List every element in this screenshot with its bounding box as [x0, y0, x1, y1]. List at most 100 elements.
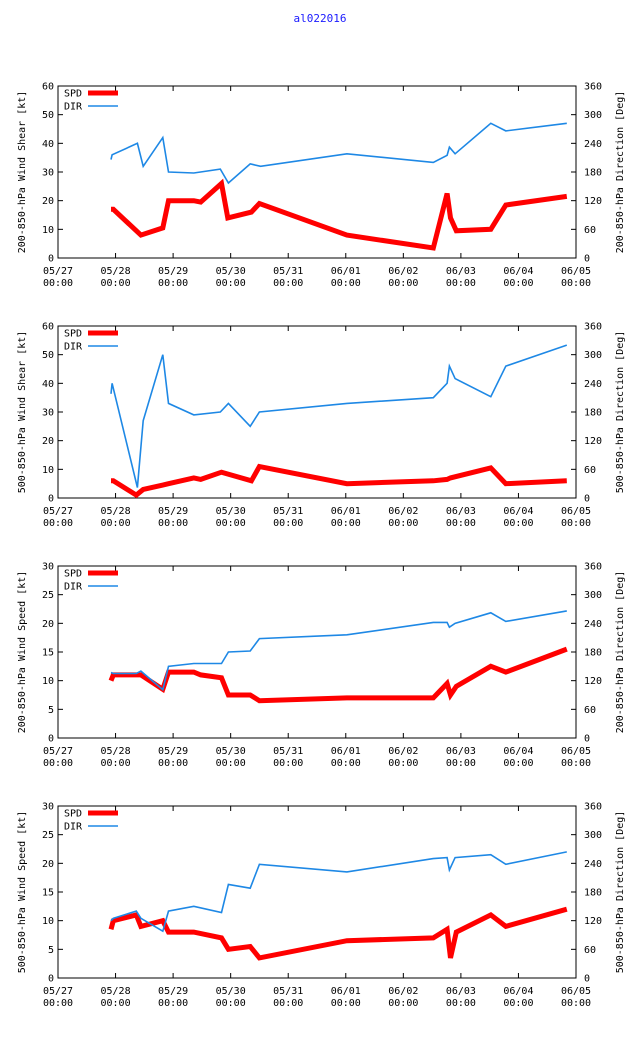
x-tick-label-date: 06/03 — [446, 986, 476, 997]
y2-tick-label: 60 — [584, 225, 596, 236]
y2-axis-label: 500-850-hPa Direction [Deg] — [615, 811, 626, 974]
x-tick-label-date: 05/31 — [273, 266, 303, 277]
x-tick-label-date: 06/05 — [561, 266, 591, 277]
x-tick-label-time: 00:00 — [43, 998, 73, 1009]
y-tick-label: 5 — [48, 945, 54, 956]
chart-svg: 05101520253006012018024030036005/2700:00… — [17, 802, 626, 1010]
x-tick-label-time: 00:00 — [273, 998, 303, 1009]
x-tick-label-time: 00:00 — [388, 518, 418, 529]
x-tick-label-time: 00:00 — [561, 758, 591, 769]
y-tick-label: 5 — [48, 705, 54, 716]
y2-tick-label: 180 — [584, 408, 602, 419]
x-tick-label-time: 00:00 — [561, 278, 591, 289]
y-tick-label: 30 — [42, 168, 54, 179]
y-tick-label: 30 — [42, 562, 54, 573]
x-tick-label-time: 00:00 — [273, 278, 303, 289]
legend-label: SPD — [64, 809, 82, 820]
dir-series-line — [110, 851, 567, 933]
legend-label: DIR — [64, 822, 83, 833]
y2-axis-label: 200-850-hPa Direction [Deg] — [615, 91, 626, 254]
x-tick-label-date: 05/27 — [43, 506, 73, 517]
legend-label: DIR — [64, 582, 83, 593]
x-tick-label-date: 05/31 — [273, 746, 303, 757]
x-tick-label-time: 00:00 — [43, 758, 73, 769]
y-tick-label: 0 — [48, 974, 54, 985]
x-tick-label-date: 06/03 — [446, 266, 476, 277]
chart-svg: 010203040506006012018024030036005/2700:0… — [17, 82, 626, 290]
y2-tick-label: 300 — [584, 110, 602, 121]
x-tick-label-time: 00:00 — [158, 278, 188, 289]
x-tick-label-date: 06/02 — [388, 986, 418, 997]
y-axis-label: 500-850-hPa Wind Speed [kt] — [17, 811, 28, 974]
x-tick-label-date: 06/02 — [388, 506, 418, 517]
y-tick-label: 10 — [42, 465, 54, 476]
x-tick-label-date: 06/03 — [446, 746, 476, 757]
x-tick-label-time: 00:00 — [446, 278, 476, 289]
x-tick-label-time: 00:00 — [43, 278, 73, 289]
x-tick-label-date: 05/30 — [216, 986, 246, 997]
x-tick-label-time: 00:00 — [216, 278, 246, 289]
y-tick-label: 30 — [42, 408, 54, 419]
spd-series-line — [108, 906, 568, 961]
x-tick-label-time: 00:00 — [158, 758, 188, 769]
x-tick-label-time: 00:00 — [331, 998, 361, 1009]
y2-tick-label: 60 — [584, 945, 596, 956]
legend-label: SPD — [64, 569, 82, 580]
y2-tick-label: 300 — [584, 590, 602, 601]
y2-tick-label: 240 — [584, 859, 602, 870]
y-tick-label: 50 — [42, 350, 54, 361]
x-tick-label-time: 00:00 — [503, 518, 533, 529]
x-tick-label-time: 00:00 — [561, 998, 591, 1009]
x-tick-label-time: 00:00 — [388, 758, 418, 769]
y-tick-label: 20 — [42, 436, 54, 447]
x-tick-label-date: 06/05 — [561, 746, 591, 757]
x-tick-label-time: 00:00 — [331, 758, 361, 769]
dir-series-line — [110, 122, 567, 185]
x-tick-label-date: 06/01 — [331, 746, 361, 757]
chart-svg: 010203040506006012018024030036005/2700:0… — [17, 322, 626, 530]
x-tick-label-date: 05/31 — [273, 506, 303, 517]
x-tick-label-date: 06/02 — [388, 266, 418, 277]
y2-axis-label: 500-850-hPa Direction [Deg] — [615, 331, 626, 494]
x-tick-label-date: 06/05 — [561, 506, 591, 517]
x-tick-label-time: 00:00 — [101, 758, 131, 769]
x-tick-label-date: 06/04 — [503, 266, 533, 277]
y-tick-label: 60 — [42, 322, 54, 333]
dir-series-line — [110, 344, 568, 488]
x-tick-label-date: 06/04 — [503, 746, 533, 757]
x-tick-label-date: 05/29 — [158, 746, 188, 757]
spd-series-line — [111, 463, 567, 499]
page-title: al022016 — [293, 12, 347, 25]
x-tick-label-date: 06/04 — [503, 986, 533, 997]
chart-panel-1: 0 10 20 30 40 50 60 0 60 120 180 240 300 360 05/27 00:0… — [0, 80, 640, 320]
y-tick-label: 10 — [42, 225, 54, 236]
chart-panel-3: 0 5 10 15 20 25 30 0 60 120 180 240 300 360 05/27 00:00… — [0, 560, 640, 800]
y2-tick-label: 0 — [584, 494, 590, 505]
y-tick-label: 15 — [42, 648, 54, 659]
y-tick-label: 0 — [48, 254, 54, 265]
y2-tick-label: 0 — [584, 974, 590, 985]
x-tick-label-time: 00:00 — [273, 758, 303, 769]
y-tick-label: 10 — [42, 916, 54, 927]
x-tick-label-date: 06/05 — [561, 986, 591, 997]
x-tick-label-time: 00:00 — [561, 518, 591, 529]
x-tick-label-date: 06/01 — [331, 986, 361, 997]
y2-tick-label: 240 — [584, 379, 602, 390]
y2-tick-label: 360 — [584, 322, 602, 333]
y-tick-label: 0 — [48, 734, 54, 745]
y2-tick-label: 120 — [584, 916, 602, 927]
x-tick-label-time: 00:00 — [446, 518, 476, 529]
y2-tick-label: 60 — [584, 705, 596, 716]
chart-panel-4: 0 5 10 15 20 25 30 0 60 120 180 240 300 360 05/27 00:00… — [0, 800, 640, 1040]
x-tick-label-time: 00:00 — [158, 518, 188, 529]
x-tick-label-date: 06/02 — [388, 746, 418, 757]
x-tick-label-date: 06/01 — [331, 506, 361, 517]
y-tick-label: 20 — [42, 196, 54, 207]
y2-tick-label: 180 — [584, 888, 602, 899]
y2-tick-label: 0 — [584, 254, 590, 265]
legend-label: DIR — [64, 342, 83, 353]
y2-tick-label: 180 — [584, 648, 602, 659]
x-tick-label-date: 06/04 — [503, 506, 533, 517]
x-tick-label-date: 05/30 — [216, 506, 246, 517]
chart-svg: 05101520253006012018024030036005/2700:00… — [17, 562, 626, 770]
